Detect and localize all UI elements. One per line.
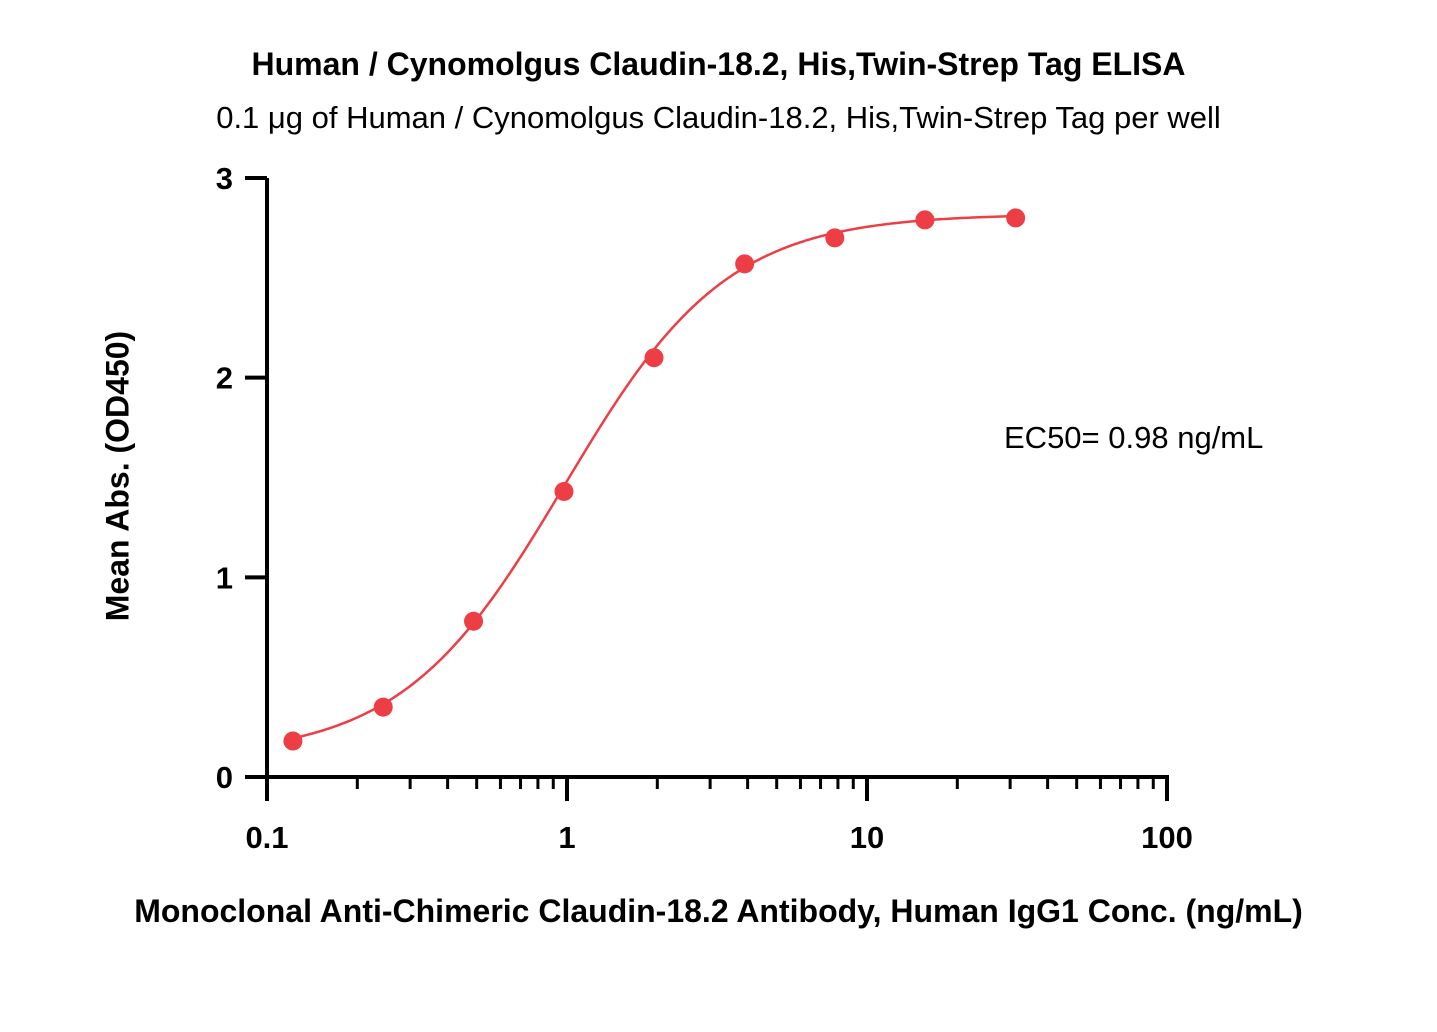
data-point <box>373 697 393 717</box>
data-point <box>283 731 303 751</box>
chart-subtitle: 0.1 μg of Human / Cynomolgus Claudin-18.… <box>216 100 1221 135</box>
data-point <box>825 228 845 248</box>
data-points-layer <box>283 208 1026 751</box>
chart-title: Human / Cynomolgus Claudin-18.2, His,Twi… <box>251 46 1186 82</box>
data-point <box>735 254 755 274</box>
ec50-annotation: EC50= 0.98 ng/mL <box>1004 420 1264 455</box>
x-tick-label-10: 10 <box>850 820 884 855</box>
y-tick-label-2: 2 <box>216 361 233 396</box>
data-point <box>464 611 484 631</box>
x-tick-label-1: 1 <box>558 820 575 855</box>
fit-curve <box>292 214 1016 740</box>
data-point <box>554 481 574 501</box>
y-tick-label-0: 0 <box>216 760 233 795</box>
x-tick-label-100: 100 <box>1141 820 1193 855</box>
x-axis-label: Monoclonal Anti-Chimeric Claudin-18.2 An… <box>134 893 1303 929</box>
data-point <box>915 210 935 230</box>
y-tick-label-1: 1 <box>216 560 233 595</box>
axes: 0 1 2 3 0.1 1 10 100 <box>216 161 1193 855</box>
data-point <box>1006 208 1026 228</box>
y-tick-label-3: 3 <box>216 161 233 196</box>
data-point <box>644 348 664 368</box>
x-tick-label-0.1: 0.1 <box>245 820 288 855</box>
fit-curve-layer <box>292 214 1016 740</box>
